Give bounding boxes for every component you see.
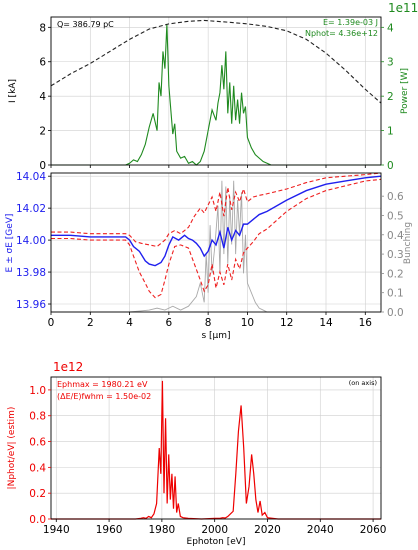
- energy-annotation: E= 1.39e-03 J: [323, 18, 378, 27]
- s-axis-label: s [μm]: [201, 331, 230, 341]
- photon-tick-label: 2000: [201, 524, 228, 536]
- bunching-tick-label: 0.2: [387, 268, 404, 280]
- bunching-axis-label: Bunching: [403, 222, 413, 264]
- energy-tick-label: 13.96: [16, 299, 46, 311]
- photon-tick-label: 2060: [360, 524, 387, 536]
- current-tick-label: 2: [39, 126, 46, 138]
- power-axis-label: Power [W]: [400, 68, 410, 114]
- spectrum-multiplier: 1e12: [53, 360, 83, 374]
- photon-tick-label: 2020: [254, 524, 281, 536]
- bunching-series-line: [51, 180, 381, 313]
- power-tick-label: 2: [387, 91, 394, 103]
- current-tick-label: 0: [39, 160, 46, 172]
- s-tick-label: 14: [319, 317, 333, 329]
- bunching-tick-label: 0.4: [387, 230, 404, 242]
- s-tick-label: 2: [87, 317, 94, 329]
- energy-tick-label: 13.98: [16, 267, 46, 279]
- spectrum-axis-label: |Nphot/eV| (estim): [7, 407, 17, 490]
- energy-tick-label: 14.02: [16, 203, 46, 215]
- panel1-ticks: 0 2 4 6 8 0 1 2 3 4: [39, 22, 394, 172]
- s-tick-label: 16: [359, 317, 373, 329]
- photon-tick-label: 1980: [149, 524, 176, 536]
- panel2-plot-area: [51, 172, 382, 313]
- panel1-frame: [50, 16, 382, 166]
- power-tick-label: 3: [387, 57, 394, 69]
- panel3-ticks: 1940 1960 1980 2000 2020 2040 2060 0.0 0.2 0.4 0.6…: [29, 385, 386, 536]
- photon-tick-label: 1940: [43, 524, 70, 536]
- panel-current-power: 0 2 4 6 8 0 1 2 3 4 I [kA] Power [W] Q= 386.79 pC…: [8, 1, 418, 172]
- current-series-line: [50, 19, 382, 104]
- power-series-line: [51, 23, 381, 166]
- s-tick-label: 6: [166, 317, 173, 329]
- spectrum-tick-label: 0.4: [29, 462, 46, 474]
- power-tick-label: 1: [387, 126, 394, 138]
- bunching-tick-label: 0.5: [387, 210, 404, 222]
- energy-minus-sigma-line: [51, 178, 382, 299]
- energy-tick-label: 14.00: [16, 235, 46, 247]
- current-tick-label: 4: [39, 91, 46, 103]
- panel1-grid: [50, 17, 381, 166]
- panel1-plot-area: [50, 19, 382, 166]
- energy-mean-line: [51, 175, 382, 267]
- bunching-tick-label: 0.3: [387, 249, 404, 261]
- spectrum-tick-label: 0.8: [29, 411, 46, 423]
- spectrum-tick-label: 1.0: [29, 385, 46, 397]
- charge-annotation: Q= 386.79 pC: [57, 20, 114, 29]
- spectrum-tick-label: 0.2: [29, 488, 46, 500]
- panel-spectrum: 1940 1960 1980 2000 2020 2040 2060 0.0 0.2 0.4 0.6…: [7, 360, 386, 547]
- power-multiplier: 1e11: [388, 1, 418, 15]
- current-tick-label: 6: [39, 57, 46, 69]
- current-tick-label: 8: [39, 22, 46, 34]
- bunching-tick-label: 0.6: [387, 191, 404, 203]
- current-axis-label: I [kA]: [8, 79, 18, 103]
- bunching-tick-label: 0.1: [387, 288, 404, 300]
- panel3-frame: [50, 376, 382, 520]
- bandwidth-annotation: (ΔE/E)fwhm = 1.50e-02: [57, 392, 151, 401]
- s-tick-label: 12: [280, 317, 293, 329]
- s-tick-label: 0: [48, 317, 55, 329]
- power-tick-label: 0: [387, 160, 394, 172]
- nphot-annotation: Nphot= 4.36e+12: [305, 29, 378, 38]
- peak-energy-annotation: Ephmax = 1980.21 eV: [57, 380, 148, 389]
- panel3-plot-area: [51, 380, 381, 520]
- power-tick-label: 4: [387, 22, 394, 34]
- panel2-ticks: 0 2 4 6 8 10 12 14 16 13.96 13.98 14.00 14.02 14.04 0.…: [16, 171, 404, 329]
- energy-axis-label: E ± σE [GeV]: [5, 214, 15, 273]
- spectrum-tick-label: 0.0: [29, 514, 46, 526]
- s-tick-label: 8: [205, 317, 212, 329]
- panel2-frame: [50, 172, 382, 313]
- photon-tick-label: 2040: [307, 524, 334, 536]
- s-tick-label: 10: [241, 317, 254, 329]
- energy-tick-label: 14.04: [16, 171, 46, 183]
- spectrum-series-line: [51, 380, 381, 520]
- panel-energy-bunching: 0 2 4 6 8 10 12 14 16 13.96 13.98 14.00 14.02 14.04 0.…: [5, 171, 413, 341]
- bunching-tick-label: 0.0: [387, 307, 404, 319]
- photon-tick-label: 1960: [96, 524, 123, 536]
- panel2-grid: [50, 173, 381, 312]
- spectrum-tick-label: 0.6: [29, 437, 46, 449]
- photon-energy-axis-label: Ephoton [eV]: [187, 537, 246, 547]
- on-axis-annotation: (on axis): [349, 379, 377, 387]
- s-tick-label: 4: [126, 317, 133, 329]
